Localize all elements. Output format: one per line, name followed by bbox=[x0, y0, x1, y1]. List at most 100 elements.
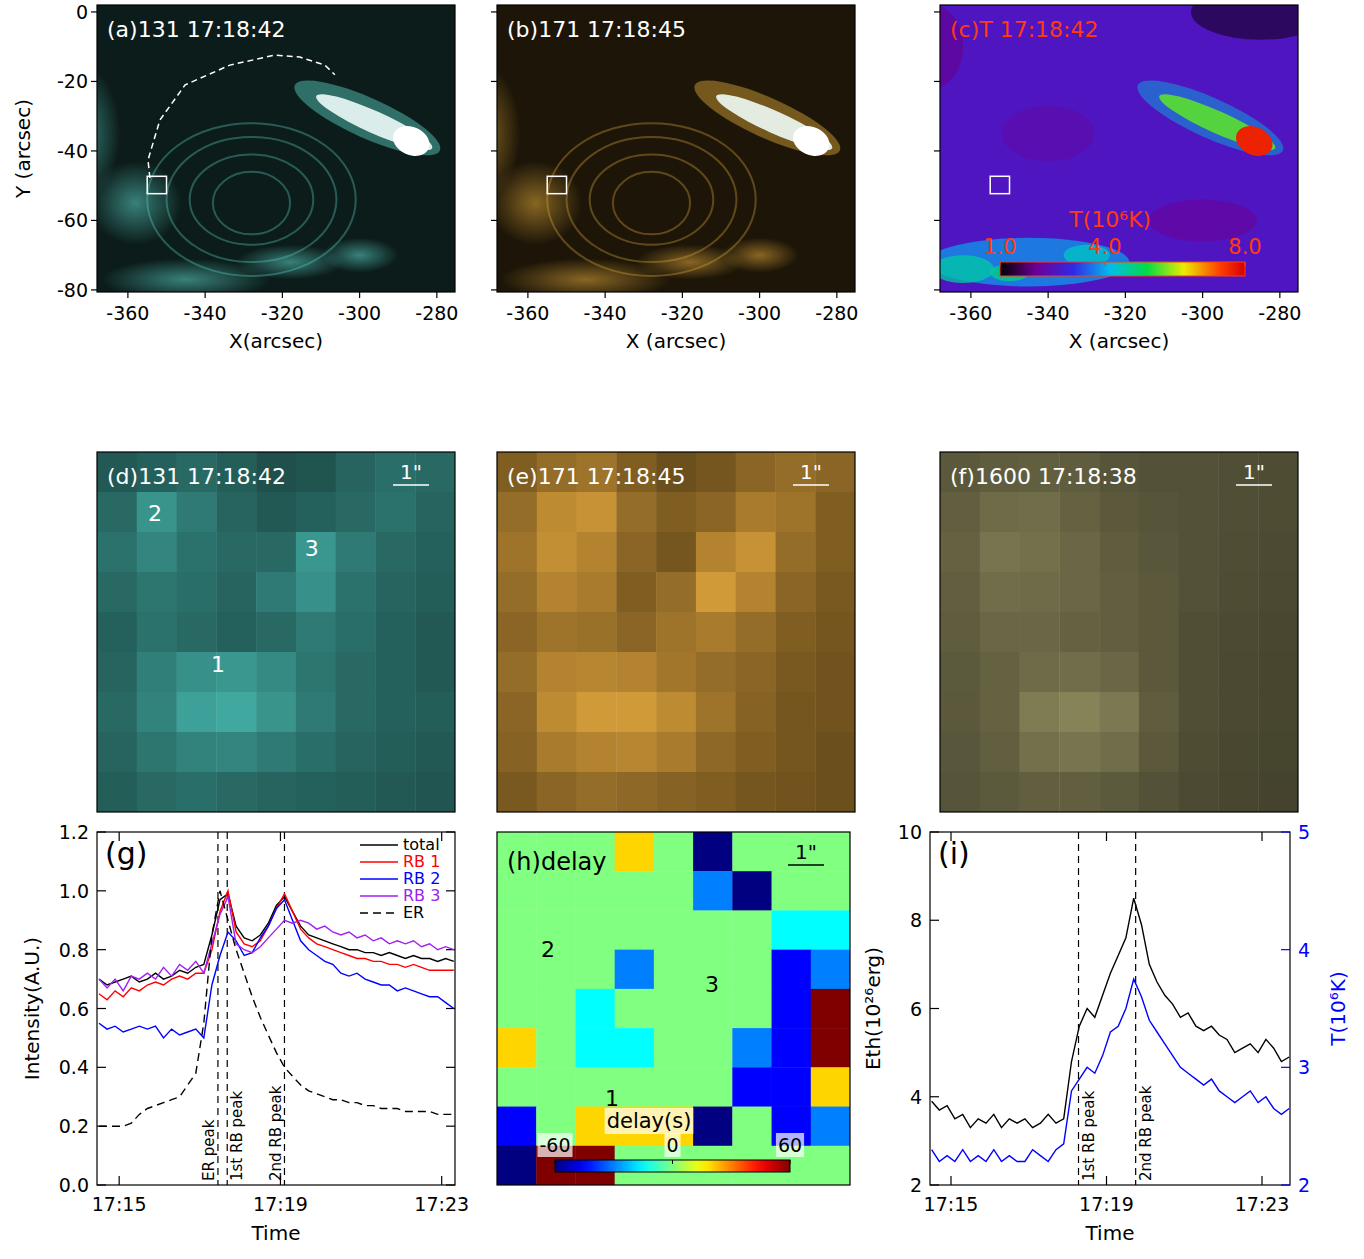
cell bbox=[577, 732, 617, 772]
cell bbox=[537, 652, 577, 692]
cell bbox=[772, 871, 812, 911]
tick bbox=[1048, 292, 1049, 298]
cell bbox=[736, 772, 776, 812]
cell bbox=[1099, 612, 1139, 652]
cell bbox=[97, 692, 137, 732]
tick bbox=[605, 292, 606, 298]
tick bbox=[119, 1176, 120, 1185]
legend-swatch bbox=[360, 878, 398, 879]
tick-label: 8 bbox=[910, 909, 922, 931]
tick bbox=[934, 81, 940, 82]
colorbar-tick bbox=[790, 1160, 791, 1164]
cell bbox=[1179, 692, 1219, 732]
cell bbox=[497, 652, 537, 692]
tick bbox=[205, 292, 206, 298]
tick bbox=[934, 11, 940, 12]
tick bbox=[970, 292, 971, 298]
cell bbox=[97, 732, 137, 772]
cell bbox=[656, 492, 696, 532]
axis-title: Y (arcsec) bbox=[11, 99, 35, 199]
coronal-loop bbox=[190, 154, 314, 244]
cell bbox=[577, 532, 617, 572]
cell bbox=[256, 612, 296, 652]
cell bbox=[696, 692, 736, 732]
cell bbox=[772, 1028, 812, 1068]
colorbar-tick bbox=[1245, 262, 1246, 266]
tick bbox=[934, 289, 940, 290]
cell bbox=[1218, 732, 1258, 772]
tick-label: 5 bbox=[1298, 821, 1310, 843]
tick bbox=[930, 1096, 939, 1097]
cell bbox=[1020, 612, 1060, 652]
tick bbox=[91, 81, 97, 82]
cell bbox=[615, 832, 655, 872]
tick-label: -60 bbox=[57, 209, 88, 231]
cell bbox=[336, 772, 376, 812]
cell bbox=[616, 612, 656, 652]
cell bbox=[736, 612, 776, 652]
cell bbox=[940, 612, 980, 652]
tick bbox=[1202, 292, 1203, 298]
axis-title: T(10⁶K) bbox=[1326, 971, 1350, 1046]
tick-label: 0.4 bbox=[59, 1056, 89, 1078]
tick bbox=[1279, 292, 1280, 298]
cell bbox=[1059, 572, 1099, 612]
cell bbox=[577, 692, 617, 732]
scale-bar bbox=[1236, 484, 1272, 486]
cell bbox=[97, 532, 137, 572]
peak-label: 1st RB peak bbox=[228, 1091, 246, 1181]
cell bbox=[815, 492, 855, 532]
cell bbox=[1179, 492, 1219, 532]
cell bbox=[256, 732, 296, 772]
cell bbox=[1139, 572, 1179, 612]
tick-label: 2 bbox=[910, 1174, 922, 1196]
cell bbox=[497, 1146, 537, 1185]
legend-swatch bbox=[360, 912, 398, 913]
cell bbox=[256, 492, 296, 532]
cell bbox=[940, 652, 980, 692]
tick-label: 17:19 bbox=[1079, 1193, 1134, 1215]
tick bbox=[127, 292, 128, 298]
cell bbox=[696, 532, 736, 572]
cell bbox=[1258, 732, 1298, 772]
tick-label: -280 bbox=[815, 302, 858, 324]
coronal-loop bbox=[613, 172, 690, 235]
cell bbox=[616, 692, 656, 732]
cell bbox=[656, 532, 696, 572]
cell bbox=[1020, 572, 1060, 612]
tick bbox=[91, 220, 97, 221]
tick bbox=[441, 832, 442, 841]
cell bbox=[536, 989, 576, 1029]
region-label: 2 bbox=[541, 937, 555, 962]
frame bbox=[497, 832, 850, 1185]
tick bbox=[934, 150, 940, 151]
cell bbox=[497, 950, 537, 990]
tick bbox=[491, 220, 497, 221]
cell bbox=[693, 832, 733, 872]
coronal-loop bbox=[547, 123, 756, 276]
cell bbox=[577, 772, 617, 812]
cell bbox=[1139, 452, 1179, 492]
cell bbox=[732, 950, 772, 990]
cell bbox=[656, 572, 696, 612]
cell bbox=[256, 772, 296, 812]
tick bbox=[97, 831, 106, 832]
cell bbox=[97, 572, 137, 612]
cell bbox=[811, 1067, 850, 1107]
cell bbox=[375, 732, 415, 772]
tick-label: -80 bbox=[57, 279, 88, 301]
cell bbox=[775, 652, 815, 692]
cell bbox=[656, 692, 696, 732]
frame bbox=[940, 452, 1298, 812]
tick-label: -300 bbox=[338, 302, 381, 324]
tick bbox=[1281, 1067, 1290, 1068]
cell bbox=[537, 492, 577, 532]
cell bbox=[1218, 652, 1258, 692]
cell bbox=[177, 732, 217, 772]
tick bbox=[527, 292, 528, 298]
image-background bbox=[497, 5, 855, 292]
tick-label: -300 bbox=[738, 302, 781, 324]
cell bbox=[97, 772, 137, 812]
cell bbox=[1258, 612, 1298, 652]
axis-title: X(arcsec) bbox=[229, 329, 323, 353]
